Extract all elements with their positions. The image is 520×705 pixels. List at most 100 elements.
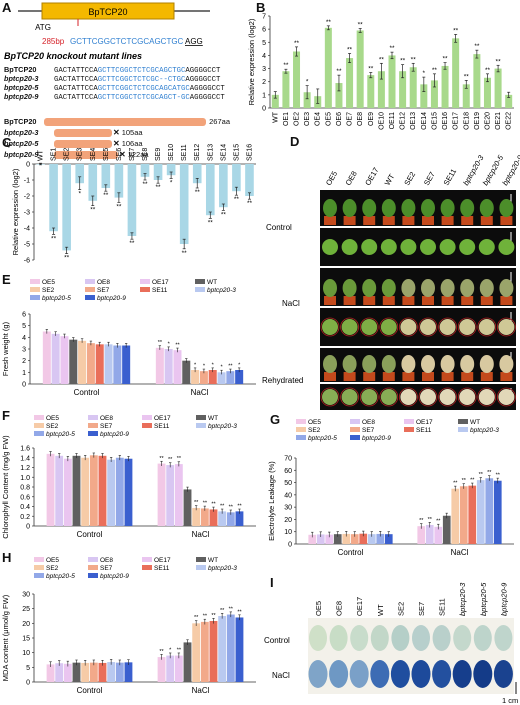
significance-mark: * — [169, 647, 172, 653]
group-label: Control — [77, 530, 103, 539]
plant-top-view — [498, 239, 515, 255]
legend-swatch — [30, 295, 40, 300]
pot-rim — [379, 387, 399, 407]
plant-foliage — [460, 355, 475, 373]
group-label: NaCl — [451, 548, 469, 557]
y-tick-label: 1.2 — [20, 465, 30, 472]
significance-mark: ** — [90, 207, 96, 214]
bar — [199, 371, 208, 384]
plant-foliage — [440, 199, 455, 217]
bar — [333, 534, 342, 544]
bp-label: 285bp — [42, 37, 65, 46]
plant-top-view — [361, 319, 378, 335]
plant-top-view — [478, 239, 495, 255]
significance-mark: ** — [159, 456, 164, 462]
pot — [441, 372, 454, 381]
significance-mark: * — [220, 365, 223, 371]
significance-mark: ** — [159, 649, 164, 655]
plant-foliage — [401, 355, 416, 373]
target-pam: AGG — [185, 37, 203, 46]
significance-mark: ** — [326, 19, 332, 26]
gene-box-label: BpTCP20 — [88, 7, 127, 17]
significance-mark: ** — [211, 502, 216, 508]
y-tick-label: 4 — [262, 53, 266, 60]
bar — [153, 164, 163, 180]
panel-a-gene-diagram: BpTCP20 ATG 285bp GCTTCGGCTCTCGCAGCTGC A… — [4, 2, 210, 61]
significance-mark: ** — [379, 56, 385, 63]
legend-label: bptcp20-9 — [97, 295, 126, 302]
column-label: SE2 — [396, 602, 405, 616]
bar — [219, 164, 228, 208]
significance-mark: ** — [470, 478, 475, 484]
legend-label: SE7 — [362, 427, 375, 434]
sequence-target: GCTTCGGCTCTCGCAGCATGC — [97, 85, 190, 93]
bar — [107, 459, 116, 526]
row-label-rehydrated: Rehydrated — [262, 376, 303, 385]
bar — [166, 164, 176, 176]
panel-label-i: I — [270, 575, 274, 590]
sequence-pre: GACTATTCCA — [54, 67, 98, 75]
bar — [226, 614, 235, 682]
y-tick-label: 6 — [262, 27, 266, 34]
leaf-control — [412, 625, 430, 651]
significance-mark: ** — [400, 58, 406, 65]
legend-swatch — [296, 435, 306, 440]
sequence-target: GCTTCGGCTCTCGCAGCT-GC — [97, 94, 190, 102]
bar — [226, 512, 235, 526]
leaf-nacl — [390, 660, 410, 688]
plant-foliage — [401, 279, 416, 297]
legend-swatch — [85, 295, 95, 300]
bar — [271, 94, 279, 108]
significance-mark: ** — [220, 608, 225, 614]
legend-swatch — [195, 279, 205, 284]
plant-top-view — [322, 319, 338, 335]
y-tick-label: 3 — [22, 347, 26, 354]
legend-swatch — [34, 423, 44, 428]
legend-label: WT — [208, 557, 218, 564]
legend-label: bptcp20-3 — [207, 287, 236, 294]
plant-foliage — [381, 355, 396, 373]
legend-label: bptcp20-3 — [208, 423, 237, 430]
plant-foliage — [323, 355, 337, 373]
bar — [367, 534, 376, 544]
y-tick-label: 30 — [22, 592, 30, 599]
y-tick-label: 7 — [262, 14, 266, 21]
y-tick-label: 5 — [262, 40, 266, 47]
chart-g: OE5 OE8 OE17 WT SE2 SE7 SE11 bptcp20-3 bptcp20-5… — [267, 419, 514, 557]
bar — [430, 80, 438, 108]
column-label: SE7 — [417, 602, 426, 616]
pot — [402, 296, 415, 305]
bar — [359, 533, 368, 544]
plant-foliage — [460, 199, 475, 217]
bar — [63, 458, 72, 526]
bar — [46, 453, 55, 526]
plant-foliage — [421, 199, 435, 217]
bar — [89, 662, 98, 682]
bar — [174, 655, 183, 682]
bar — [316, 534, 325, 544]
chart-c: 0 -1 -2 -3 -4 -5 -6 Relative expression (log2) W… — [11, 144, 256, 265]
legend-swatch — [404, 419, 414, 424]
plant-top-view — [459, 239, 476, 255]
pot-rim — [438, 387, 458, 407]
category-label: SE4 — [90, 148, 97, 161]
pot — [461, 372, 474, 381]
pot-rim — [457, 317, 477, 337]
bar — [157, 657, 166, 682]
significance-mark: ** — [103, 192, 109, 199]
significance-mark: * — [170, 179, 173, 186]
bar — [377, 71, 385, 108]
bar — [388, 55, 396, 108]
panel-a-title: BpTCP20 knockout mutant lines — [4, 51, 142, 61]
plant-foliage — [499, 279, 514, 297]
y-tick-label: 1 — [22, 370, 26, 377]
significance-mark: ** — [237, 609, 242, 615]
bar — [114, 164, 124, 198]
bar — [46, 664, 55, 682]
pot-rim — [398, 317, 418, 337]
significance-mark: * — [78, 191, 81, 198]
pot-rim — [418, 387, 438, 407]
column-label: SE11 — [438, 598, 447, 616]
significance-mark: ** — [389, 45, 395, 52]
y-tick-label: 60 — [284, 468, 292, 475]
